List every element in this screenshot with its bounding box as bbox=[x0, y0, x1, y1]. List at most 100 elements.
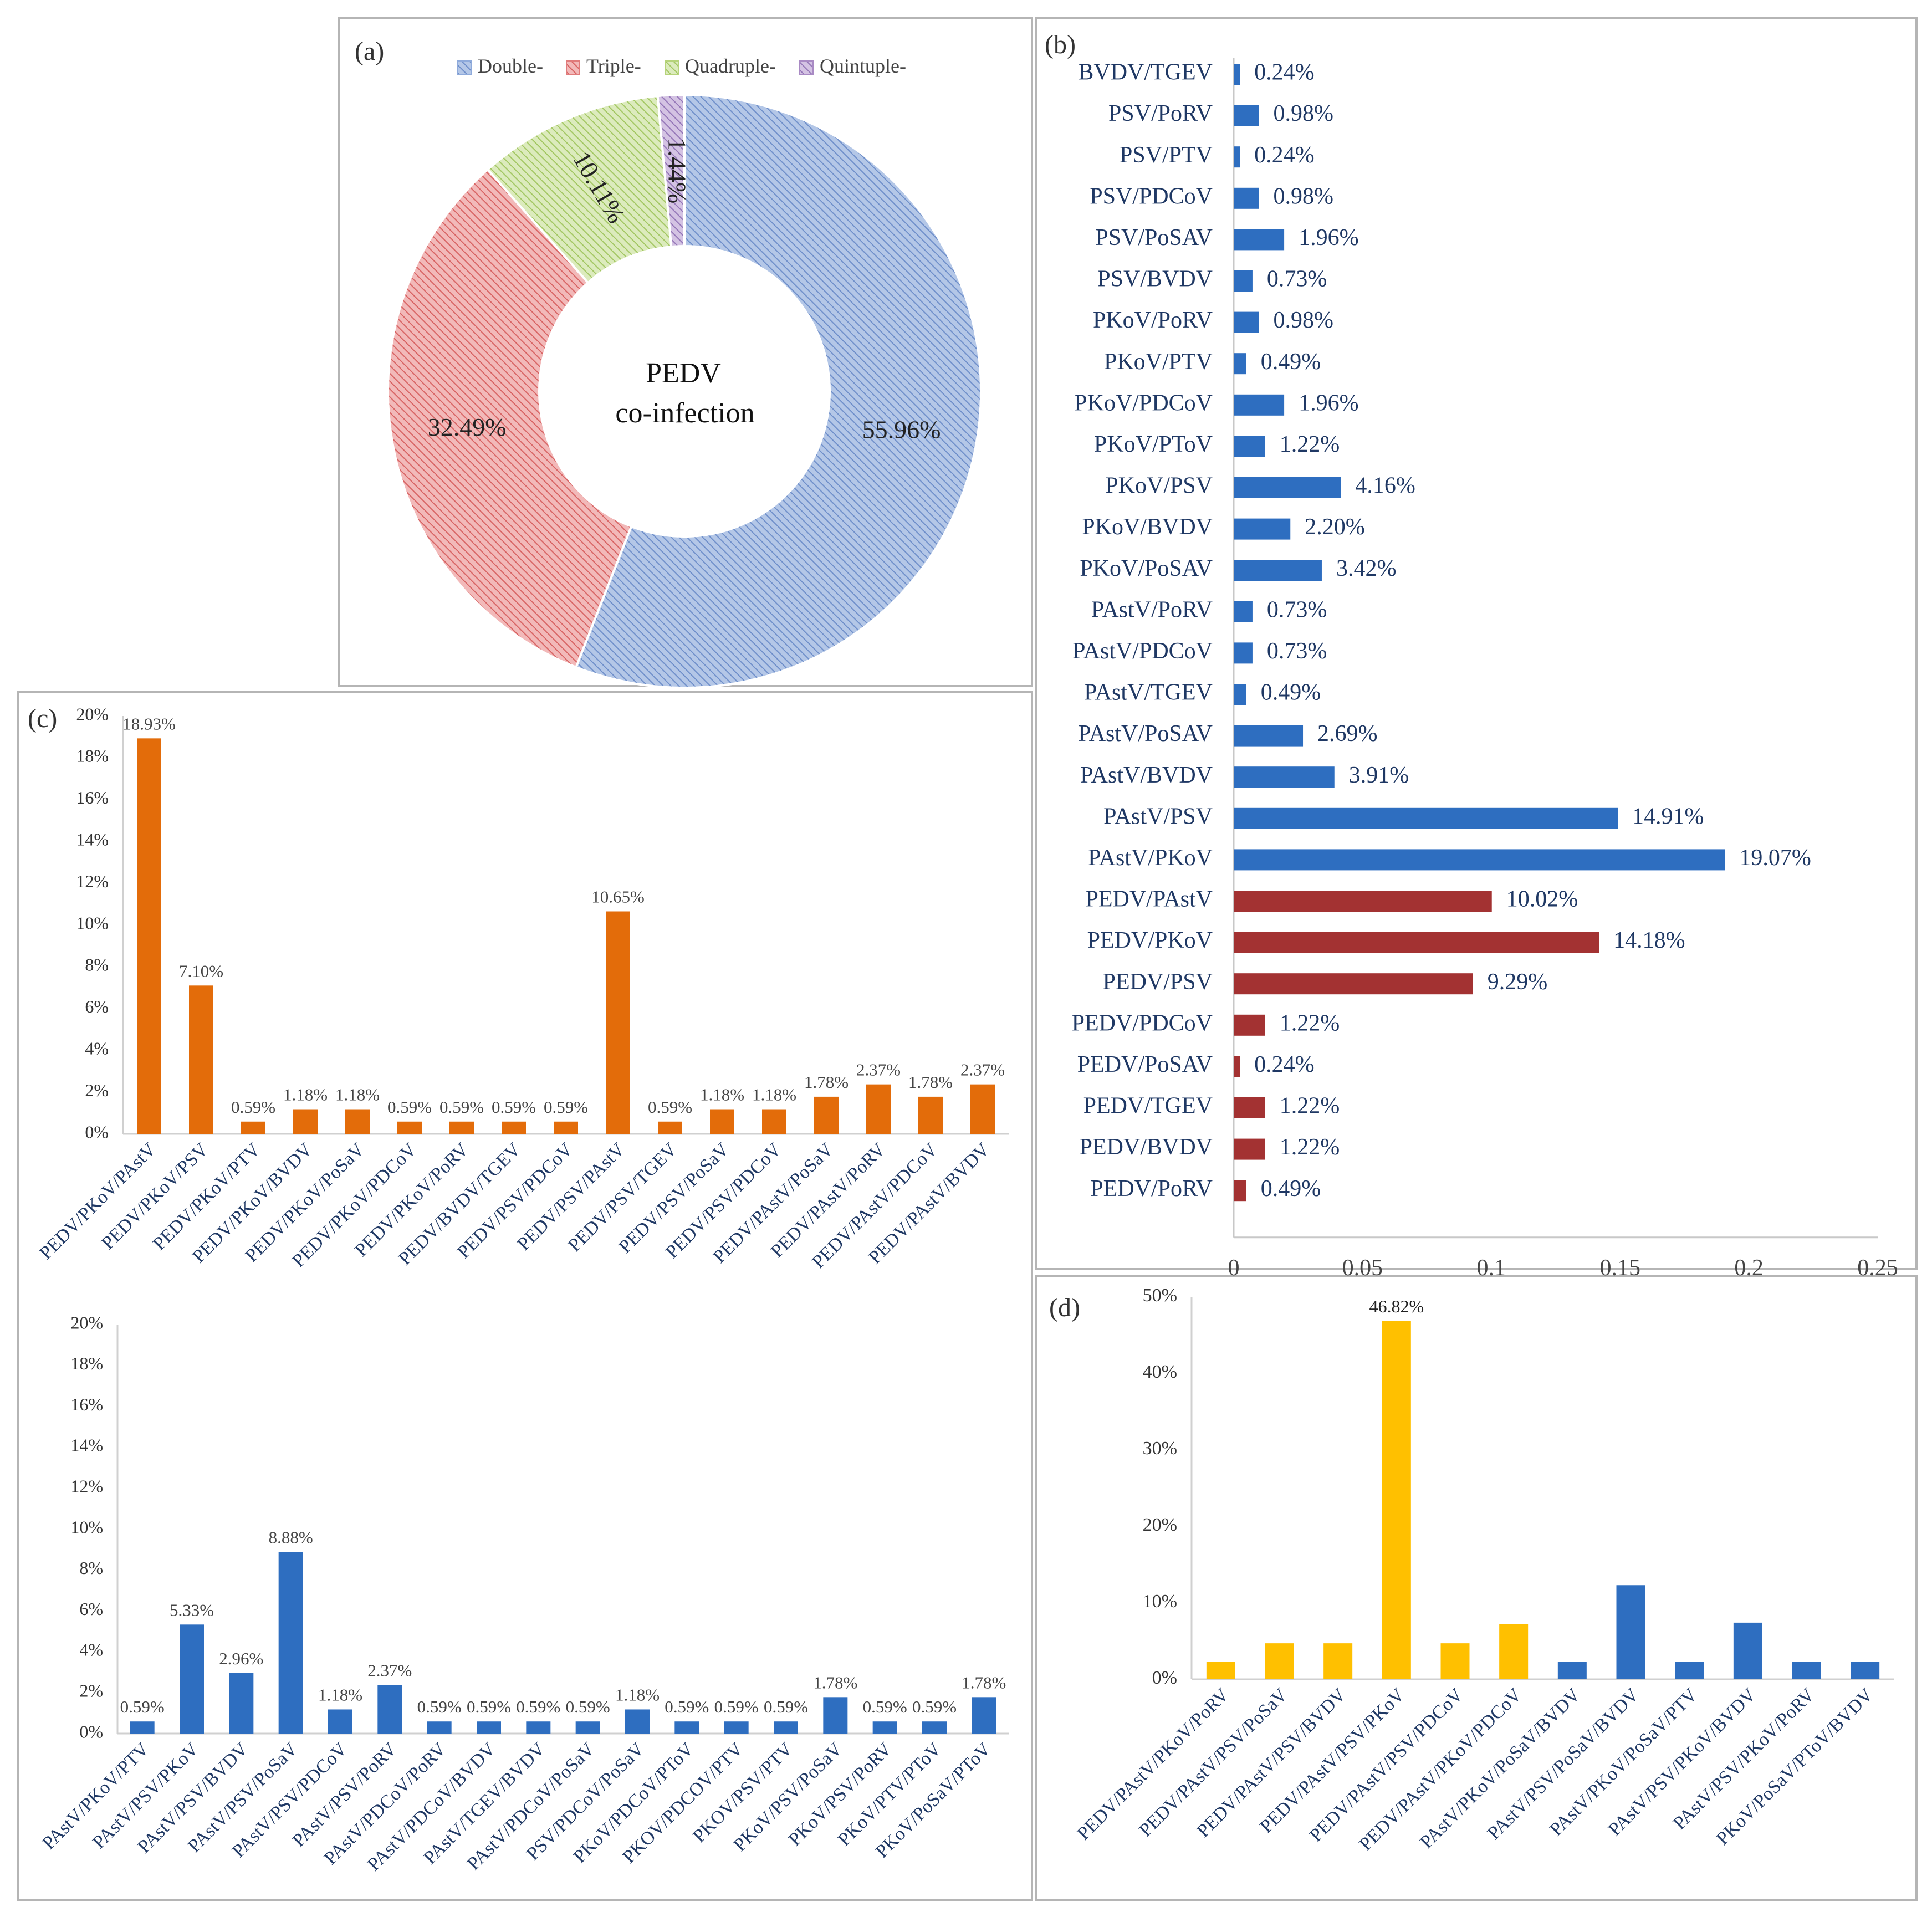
category-label: PAstV/PoSAV bbox=[1078, 721, 1213, 747]
bar bbox=[814, 1096, 839, 1134]
bar bbox=[502, 1121, 526, 1134]
bar bbox=[1323, 1643, 1353, 1679]
panel-d bbox=[1035, 1275, 1918, 1901]
y-tick-label: 8% bbox=[85, 955, 109, 975]
data-label: 1.18% bbox=[283, 1085, 328, 1105]
data-label: 0.59% bbox=[516, 1697, 560, 1716]
data-label: 3.91% bbox=[1349, 763, 1409, 788]
bar bbox=[1234, 311, 1259, 333]
bar bbox=[1792, 1662, 1821, 1679]
chart-c-triple-pedv: (c) 0%2%4%6%8%10%12%14%16%18%20% 18.93%PE… bbox=[28, 704, 1009, 1272]
bar bbox=[180, 1624, 204, 1734]
y-tick-label: 8% bbox=[79, 1558, 103, 1578]
category-label: PEDV/PDCoV bbox=[1072, 1010, 1213, 1036]
chart-d: (d) 0%10%20%30%40%50%PEDV/PAstV/PKoV/PoR… bbox=[1049, 1285, 1894, 1855]
bar bbox=[241, 1121, 265, 1134]
legend-swatch bbox=[799, 60, 814, 75]
category-label: PAstV/PKoV bbox=[1088, 845, 1213, 871]
panel-b-label: (b) bbox=[1045, 30, 1076, 59]
x-tick-label: 0.25 bbox=[1857, 1255, 1898, 1281]
category-label: PEDV/PKoV bbox=[1087, 928, 1213, 953]
y-tick-label: 16% bbox=[70, 1394, 103, 1414]
category-label: PEDV/PAstV bbox=[1085, 887, 1213, 912]
y-tick-label: 2% bbox=[79, 1681, 103, 1701]
y-tick-label: 6% bbox=[79, 1599, 103, 1619]
bar bbox=[1234, 1138, 1265, 1160]
data-label: 1.18% bbox=[700, 1085, 744, 1105]
legend-entry: Double- bbox=[478, 55, 543, 77]
data-label: 0.98% bbox=[1274, 183, 1334, 209]
x-tick-label: 0.15 bbox=[1599, 1255, 1640, 1281]
category-label: PSV/PoSAV bbox=[1095, 225, 1213, 251]
bar bbox=[724, 1721, 749, 1734]
data-label: 10.02% bbox=[1506, 887, 1578, 912]
y-tick-label: 2% bbox=[85, 1080, 109, 1100]
category-label: PKoV/PSV bbox=[1105, 473, 1213, 499]
bar bbox=[1234, 105, 1259, 126]
data-label: 0.59% bbox=[912, 1697, 957, 1716]
data-label: 8.88% bbox=[269, 1527, 313, 1547]
category-label: PAstV/PoRV bbox=[1091, 597, 1213, 622]
bar bbox=[328, 1709, 352, 1734]
data-label: 1.22% bbox=[1280, 432, 1340, 457]
y-tick-label: 14% bbox=[76, 830, 109, 850]
category-label: BVDV/TGEV bbox=[1078, 60, 1213, 85]
category-label: PKoV/PoSAV bbox=[1080, 556, 1213, 581]
category-label: PEDV/PoSAV bbox=[1077, 1052, 1213, 1077]
category-label: PAstV/PSV bbox=[1103, 804, 1213, 829]
bar bbox=[1234, 725, 1304, 747]
bar bbox=[229, 1673, 254, 1734]
bar bbox=[658, 1121, 682, 1134]
data-label: 1.96% bbox=[1299, 225, 1359, 251]
bar bbox=[918, 1096, 943, 1134]
data-label: 2.69% bbox=[1317, 721, 1378, 747]
donut-center-line-1: PEDV bbox=[646, 357, 721, 389]
bar bbox=[1234, 1180, 1246, 1202]
bar bbox=[1234, 436, 1265, 457]
y-tick-label: 20% bbox=[1143, 1515, 1177, 1535]
data-label: 10.65% bbox=[591, 887, 645, 906]
y-tick-label: 0% bbox=[79, 1721, 103, 1741]
data-label: 46.82% bbox=[1369, 1296, 1424, 1316]
bar bbox=[554, 1121, 578, 1134]
bar bbox=[293, 1109, 318, 1134]
data-label: 0.59% bbox=[417, 1697, 462, 1716]
bar bbox=[872, 1721, 897, 1734]
bar bbox=[427, 1721, 452, 1734]
data-label: 1.18% bbox=[615, 1685, 660, 1704]
data-label: 7.10% bbox=[179, 961, 223, 980]
data-label: 9.29% bbox=[1488, 969, 1548, 995]
data-label: 0.59% bbox=[387, 1097, 432, 1117]
bar bbox=[1234, 601, 1253, 622]
data-label: 2.37% bbox=[856, 1060, 901, 1080]
bar bbox=[1234, 518, 1291, 540]
category-label: PKoV/PoRV bbox=[1093, 308, 1213, 333]
bar bbox=[1234, 932, 1599, 953]
data-label: 0.73% bbox=[1267, 638, 1327, 664]
bar bbox=[1234, 270, 1253, 292]
slice-double bbox=[574, 93, 982, 689]
category-label: PAstV/TGEV bbox=[1084, 680, 1213, 706]
bar bbox=[1234, 1014, 1265, 1036]
x-tick-label: 0.05 bbox=[1342, 1255, 1383, 1281]
data-label: 0.59% bbox=[544, 1097, 588, 1117]
y-tick-label: 30% bbox=[1143, 1438, 1177, 1459]
data-label: 0.59% bbox=[665, 1697, 709, 1716]
y-tick-label: 40% bbox=[1143, 1362, 1177, 1382]
data-label: 1.96% bbox=[1299, 390, 1359, 416]
y-tick-label: 0% bbox=[1152, 1668, 1177, 1688]
bar bbox=[137, 738, 161, 1134]
category-label: PKoV/PToV bbox=[1094, 432, 1213, 457]
data-label: 2.96% bbox=[219, 1649, 263, 1668]
y-tick-label: 10% bbox=[1143, 1591, 1177, 1612]
category-label: PKoV/PDCoV bbox=[1074, 390, 1213, 416]
chart-b: (b) 0 0.05 0.1 0.15 0.2 0.25 BVDV/TGEV 0.24% PSV… bbox=[1045, 30, 1898, 1281]
bar bbox=[1440, 1643, 1470, 1679]
bar bbox=[1382, 1321, 1411, 1679]
bar bbox=[130, 1721, 155, 1734]
bar bbox=[1499, 1624, 1529, 1679]
bar bbox=[1234, 807, 1618, 829]
data-label: 5.33% bbox=[170, 1600, 214, 1619]
slice-triple bbox=[387, 167, 633, 669]
